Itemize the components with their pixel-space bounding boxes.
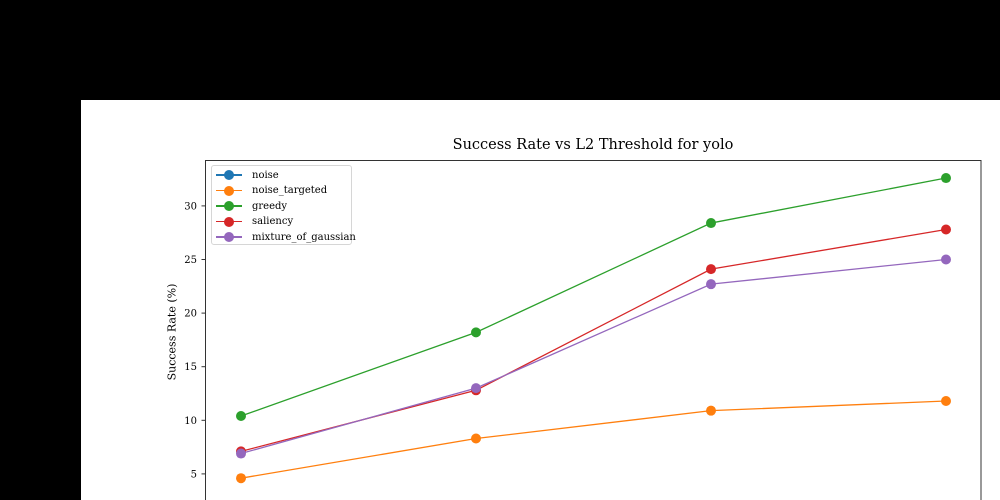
y-tick-label: 25 <box>184 255 197 266</box>
y-tick-label: 30 <box>184 201 197 212</box>
legend-marker-icon <box>216 230 242 244</box>
data-point-marker <box>236 473 246 484</box>
series-noise-targeted <box>236 396 951 484</box>
data-point-marker <box>941 224 951 235</box>
data-point-marker <box>471 433 481 444</box>
data-point-marker <box>941 173 951 184</box>
axes-frame <box>205 160 982 500</box>
data-point-marker <box>706 264 716 275</box>
series-saliency <box>236 224 951 457</box>
data-point-marker <box>236 411 246 422</box>
legend-marker-icon <box>216 215 242 229</box>
data-point-marker <box>941 254 951 265</box>
y-tick-label: 15 <box>184 362 197 373</box>
y-tick-label: 5 <box>191 469 197 480</box>
legend-item-greedy: greedy <box>216 199 287 213</box>
series-greedy <box>236 173 951 422</box>
data-point-marker <box>471 383 481 394</box>
legend-marker-icon <box>216 168 242 182</box>
legend-item-saliency: saliency <box>216 215 293 229</box>
legend-marker-icon <box>216 199 242 213</box>
legend-item-mixture-of-gaussian: mixture_of_gaussian <box>216 230 356 244</box>
legend-item-noise-targeted: noise_targeted <box>216 184 327 198</box>
legend: noise noise_targeted greedy saliency mix… <box>211 165 356 245</box>
series-lines <box>236 173 951 484</box>
data-point-marker <box>941 396 951 407</box>
chart-title: Success Rate vs L2 Threshold for yolo <box>452 137 734 153</box>
legend-item-noise: noise <box>216 168 279 182</box>
data-point-marker <box>236 448 246 459</box>
data-point-marker <box>471 327 481 338</box>
y-axis-ticks: 5 10 15 20 25 30 <box>184 201 206 480</box>
data-point-marker <box>706 218 716 229</box>
y-tick-label: 10 <box>184 416 197 427</box>
y-tick-label: 20 <box>184 309 197 320</box>
legend-marker-icon <box>216 184 242 198</box>
data-point-marker <box>706 405 716 416</box>
data-point-marker <box>706 279 716 290</box>
series-mixture-of-gaussian <box>236 254 951 459</box>
